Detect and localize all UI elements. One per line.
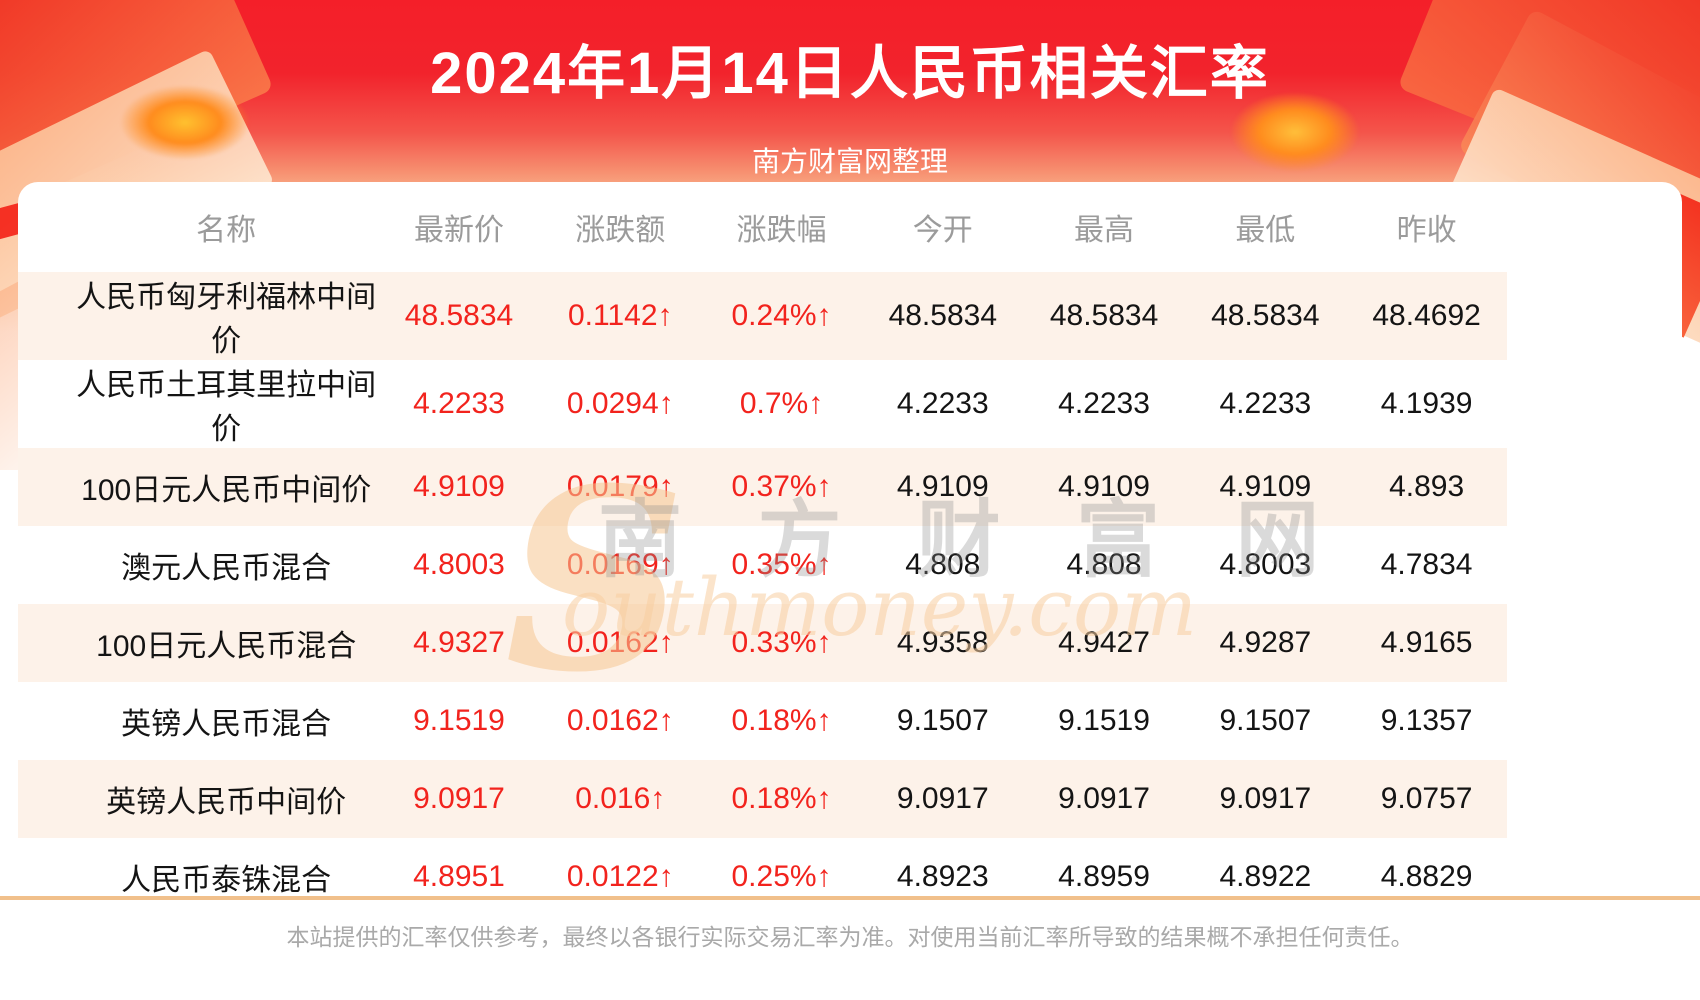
- col-header-name: 名称: [196, 214, 257, 247]
- cell-prev-close: 4.893: [1345, 448, 1508, 526]
- cell-low: 4.2233: [1219, 387, 1312, 420]
- cell-prev-close: 4.8829: [1380, 860, 1473, 893]
- cell-open: 4.9358: [862, 604, 1024, 682]
- decor-gold-glow-left: [120, 85, 250, 160]
- cell-low: 4.9287: [1184, 604, 1346, 682]
- cell-name: 人民币泰铢混合: [121, 864, 332, 897]
- cell-change-amount: 0.0162↑: [566, 704, 674, 737]
- cell-change-amount: 0.0179↑: [539, 448, 701, 526]
- cell-open: 4.2233: [896, 387, 989, 420]
- cell-change-percent: 0.35%↑: [731, 548, 832, 581]
- cell-latest-price: 48.5834: [378, 272, 540, 360]
- decor-layer: [0, 0, 1700, 470]
- cell-prev-close: 4.7834: [1380, 548, 1473, 581]
- cell-low: 4.8922: [1219, 860, 1312, 893]
- cell-high: 48.5834: [1023, 272, 1185, 360]
- cell-name: 英镑人民币中间价: [18, 760, 379, 838]
- disclaimer-text: 本站提供的汇率仅供参考，最终以各银行实际交易汇率为准。对使用当前汇率所导致的结果…: [286, 924, 1414, 950]
- cell-low: 9.1507: [1219, 704, 1312, 737]
- cell-change-percent: 0.24%↑: [700, 272, 863, 360]
- table-row: 人民币匈牙利福林中间价 48.5834 0.1142↑ 0.24%↑ 48.5834 48…: [18, 272, 1508, 360]
- col-header-low: 最低: [1235, 214, 1296, 247]
- cell-low: 48.5834: [1184, 272, 1346, 360]
- cell-latest-price: 4.8003: [413, 548, 505, 581]
- cell-name: 人民币匈牙利福林中间价: [18, 272, 379, 360]
- divider-line: [0, 896, 1700, 900]
- cell-latest-price: 4.9109: [378, 448, 540, 526]
- cell-change-percent: 0.18%↑: [700, 760, 863, 838]
- cell-open: 4.8923: [896, 860, 989, 893]
- table-row: 100日元人民币中间价 4.9109 0.0179↑ 0.37%↑ 4.9109 4.91…: [18, 448, 1508, 526]
- table-row: 英镑人民币混合 9.1519 0.0162↑ 0.18%↑ 9.1507 9.1519 9.…: [18, 682, 1507, 760]
- table-row: 人民币土耳其里拉中间价 4.2233 0.0294↑ 0.7%↑ 4.2233 4.223…: [18, 360, 1507, 448]
- cell-low: 4.9109: [1184, 448, 1346, 526]
- cell-open: 9.1507: [896, 704, 989, 737]
- cell-change-amount: 0.0169↑: [566, 548, 674, 581]
- table-row: 英镑人民币中间价 9.0917 0.016↑ 0.18%↑ 9.0917 9.0917 9.…: [18, 760, 1508, 838]
- cell-prev-close: 9.0757: [1345, 760, 1508, 838]
- cell-prev-close: 48.4692: [1345, 272, 1508, 360]
- cell-open: 4.9109: [862, 448, 1024, 526]
- cell-change-percent: 0.25%↑: [731, 860, 832, 893]
- cell-open: 48.5834: [862, 272, 1024, 360]
- cell-latest-price: 4.2233: [413, 387, 505, 420]
- cell-name: 澳元人民币混合: [121, 552, 332, 585]
- col-header-change-percent: 涨跌幅: [736, 214, 827, 247]
- cell-high: 9.1519: [1058, 704, 1150, 737]
- cell-prev-close: 4.1939: [1380, 387, 1473, 420]
- cell-name: 100日元人民币混合: [18, 604, 379, 682]
- table-row: 澳元人民币混合 4.8003 0.0169↑ 0.35%↑ 4.808 4.808 4.80…: [18, 526, 1507, 604]
- cell-low: 4.8003: [1219, 548, 1312, 581]
- table-row: 100日元人民币混合 4.9327 0.0162↑ 0.33%↑ 4.9358 4.942…: [18, 604, 1508, 682]
- cell-prev-close: 9.1357: [1380, 704, 1473, 737]
- cell-name: 100日元人民币中间价: [18, 448, 379, 526]
- cell-change-amount: 0.0294↑: [566, 387, 674, 420]
- decor-gold-glow-right: [1230, 92, 1360, 172]
- cell-open: 9.0917: [862, 760, 1024, 838]
- col-header-high: 最高: [1074, 214, 1135, 247]
- cell-change-amount: 0.1142↑: [539, 272, 701, 360]
- banner-text: 2024年1月14日人民币相关汇率 南方财富网整理: [0, 0, 1700, 180]
- cell-change-percent: 0.7%↑: [739, 387, 824, 420]
- cell-latest-price: 4.8951: [413, 860, 505, 893]
- cell-change-percent: 0.37%↑: [700, 448, 863, 526]
- cell-change-percent: 0.33%↑: [700, 604, 863, 682]
- rates-card: 名称 最新价 涨跌额 涨跌幅 今开 最高 最低 昨收 人民币匈牙利福林中间价 48…: [0, 182, 1700, 1000]
- cell-latest-price: 9.0917: [378, 760, 540, 838]
- table-row: 人民币泰铢混合 4.8951 0.0122↑ 0.25%↑ 4.8923 4.8959 4.…: [18, 838, 1507, 916]
- col-header-change-amount: 涨跌额: [575, 214, 666, 247]
- cell-prev-close: 4.9165: [1345, 604, 1508, 682]
- cell-high: 4.2233: [1058, 387, 1150, 420]
- cell-change-amount: 0.016↑: [539, 760, 701, 838]
- cell-change-percent: 0.18%↑: [731, 704, 832, 737]
- cell-name: 人民币土耳其里拉中间价: [76, 369, 377, 446]
- cell-high: 9.0917: [1023, 760, 1185, 838]
- cell-high: 4.808: [1066, 548, 1142, 581]
- cell-change-amount: 0.0122↑: [566, 860, 674, 893]
- cell-latest-price: 4.9327: [378, 604, 540, 682]
- col-header-latest-price: 最新价: [413, 214, 504, 247]
- cell-change-amount: 0.0162↑: [539, 604, 701, 682]
- col-header-prev-close: 昨收: [1396, 214, 1457, 247]
- cell-open: 4.808: [905, 548, 981, 581]
- cell-high: 4.9427: [1023, 604, 1185, 682]
- cell-low: 9.0917: [1184, 760, 1346, 838]
- cell-name: 英镑人民币混合: [121, 708, 332, 741]
- page-subtitle: 南方财富网整理: [751, 146, 948, 177]
- rates-table: 名称 最新价 涨跌额 涨跌幅 今开 最高 最低 昨收 人民币匈牙利福林中间价 48…: [18, 182, 1508, 916]
- cell-latest-price: 9.1519: [413, 704, 505, 737]
- cell-high: 4.8959: [1058, 860, 1150, 893]
- page-title: 2024年1月14日人民币相关汇率: [430, 41, 1270, 106]
- col-header-open: 今开: [912, 214, 973, 247]
- cell-high: 4.9109: [1023, 448, 1185, 526]
- table-header-row: 名称 最新价 涨跌额 涨跌幅 今开 最高 最低 昨收: [18, 182, 1507, 272]
